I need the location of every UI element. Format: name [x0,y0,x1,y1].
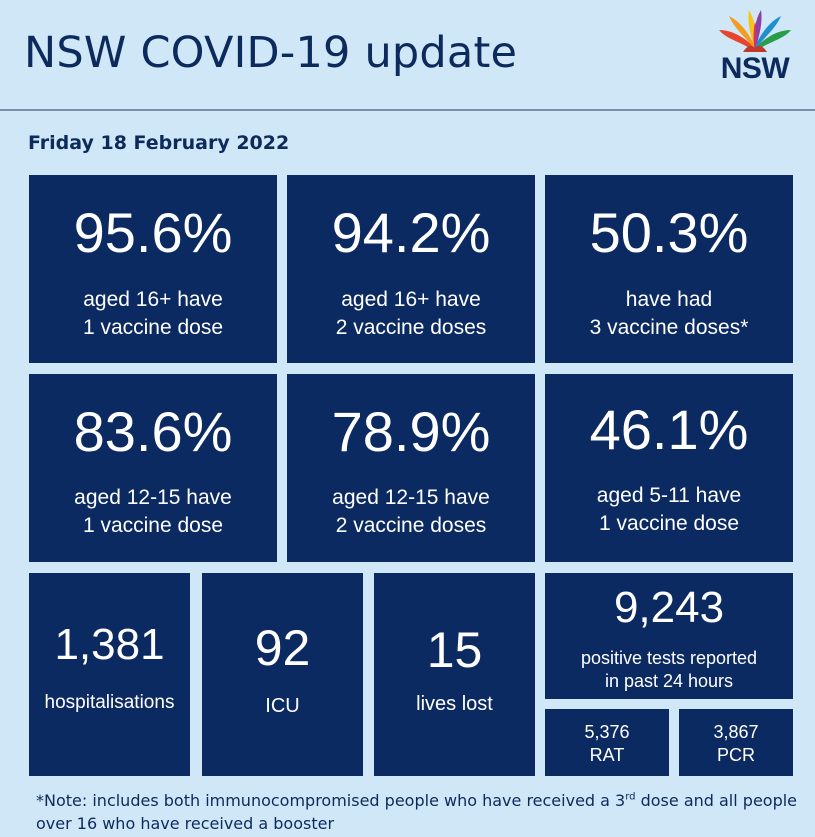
stat-value: 95.6% [73,201,233,264]
stat-tile-16plus-dose1: 95.6% aged 16+ have 1 vaccine dose [29,175,277,363]
waratah-flower-icon [719,10,791,52]
logo-text: NSW [720,52,790,85]
stat-tile-lives-lost: 15 lives lost [374,573,535,776]
stat-desc-line2: 2 vaccine doses [335,316,487,339]
footnote-part2: dose and all people over 16 who have rec… [36,791,798,833]
stat-desc-line1: aged 16+ have [341,288,481,311]
stat-label: hospitalisations [44,692,175,713]
stat-desc-line1: aged 12-15 have [74,486,232,509]
footnote-superscript: rd [625,791,636,803]
stat-desc-line2: 2 vaccine doses [335,514,487,537]
stat-tile-hospitalisations: 1,381 hospitalisations [29,573,190,776]
stat-value: 83.6% [73,400,233,463]
stat-desc-line2: 1 vaccine dose [82,316,224,339]
stat-tile-12to15-dose2: 78.9% aged 12-15 have 2 vaccine doses [287,374,535,562]
stat-value: 50.3% [589,201,749,264]
stat-value: 94.2% [331,201,491,264]
stat-desc-line2: 3 vaccine doses* [589,316,749,339]
page-title: NSW COVID-19 update [24,28,518,78]
stat-label: lives lost [416,693,493,715]
stat-tile-pcr: 3,867 PCR [679,709,793,776]
stat-value: 9,243 [613,583,725,632]
stat-label: ICU [265,695,300,717]
stat-value: 15 [426,622,483,678]
stat-desc-line2: 1 vaccine dose [82,514,224,537]
stat-value: 92 [254,620,311,676]
stat-desc-line1: have had [625,288,713,311]
stat-tile-12to15-dose1: 83.6% aged 12-15 have 1 vaccine dose [29,374,277,562]
stat-desc-line2: 1 vaccine dose [598,512,740,535]
stat-value: 78.9% [331,400,491,463]
stat-label: PCR [716,745,755,765]
footnote: *Note: includes both immunocompromised p… [36,789,806,835]
stat-desc-line1: aged 5-11 have [596,484,742,507]
report-date: Friday 18 February 2022 [28,132,290,154]
stat-tile-5to11-dose1: 46.1% aged 5-11 have 1 vaccine dose [545,374,793,562]
stat-label: RAT [589,745,625,765]
stat-tile-16plus-dose2: 94.2% aged 16+ have 2 vaccine doses [287,175,535,363]
stat-tile-rat: 5,376 RAT [545,709,669,776]
stat-tile-dose3: 50.3% have had 3 vaccine doses* [545,175,793,363]
stat-tile-icu: 92 ICU [202,573,363,776]
stat-value: 46.1% [589,398,749,461]
stat-tile-positive-tests: 9,243 positive tests reported in past 24… [545,573,793,699]
stat-desc-line1: aged 12-15 have [332,486,490,509]
stat-value: 1,381 [54,620,165,669]
stat-desc-line1: positive tests reported [580,648,758,668]
footnote-part1: *Note: includes both immunocompromised p… [36,791,626,810]
stat-value: 5,376 [584,722,630,742]
nsw-waratah-logo: NSW [713,8,797,88]
header-divider [0,109,815,111]
stat-desc-line1: aged 16+ have [83,288,223,311]
stat-desc-line2: in past 24 hours [604,671,734,691]
stat-value: 3,867 [713,722,759,742]
